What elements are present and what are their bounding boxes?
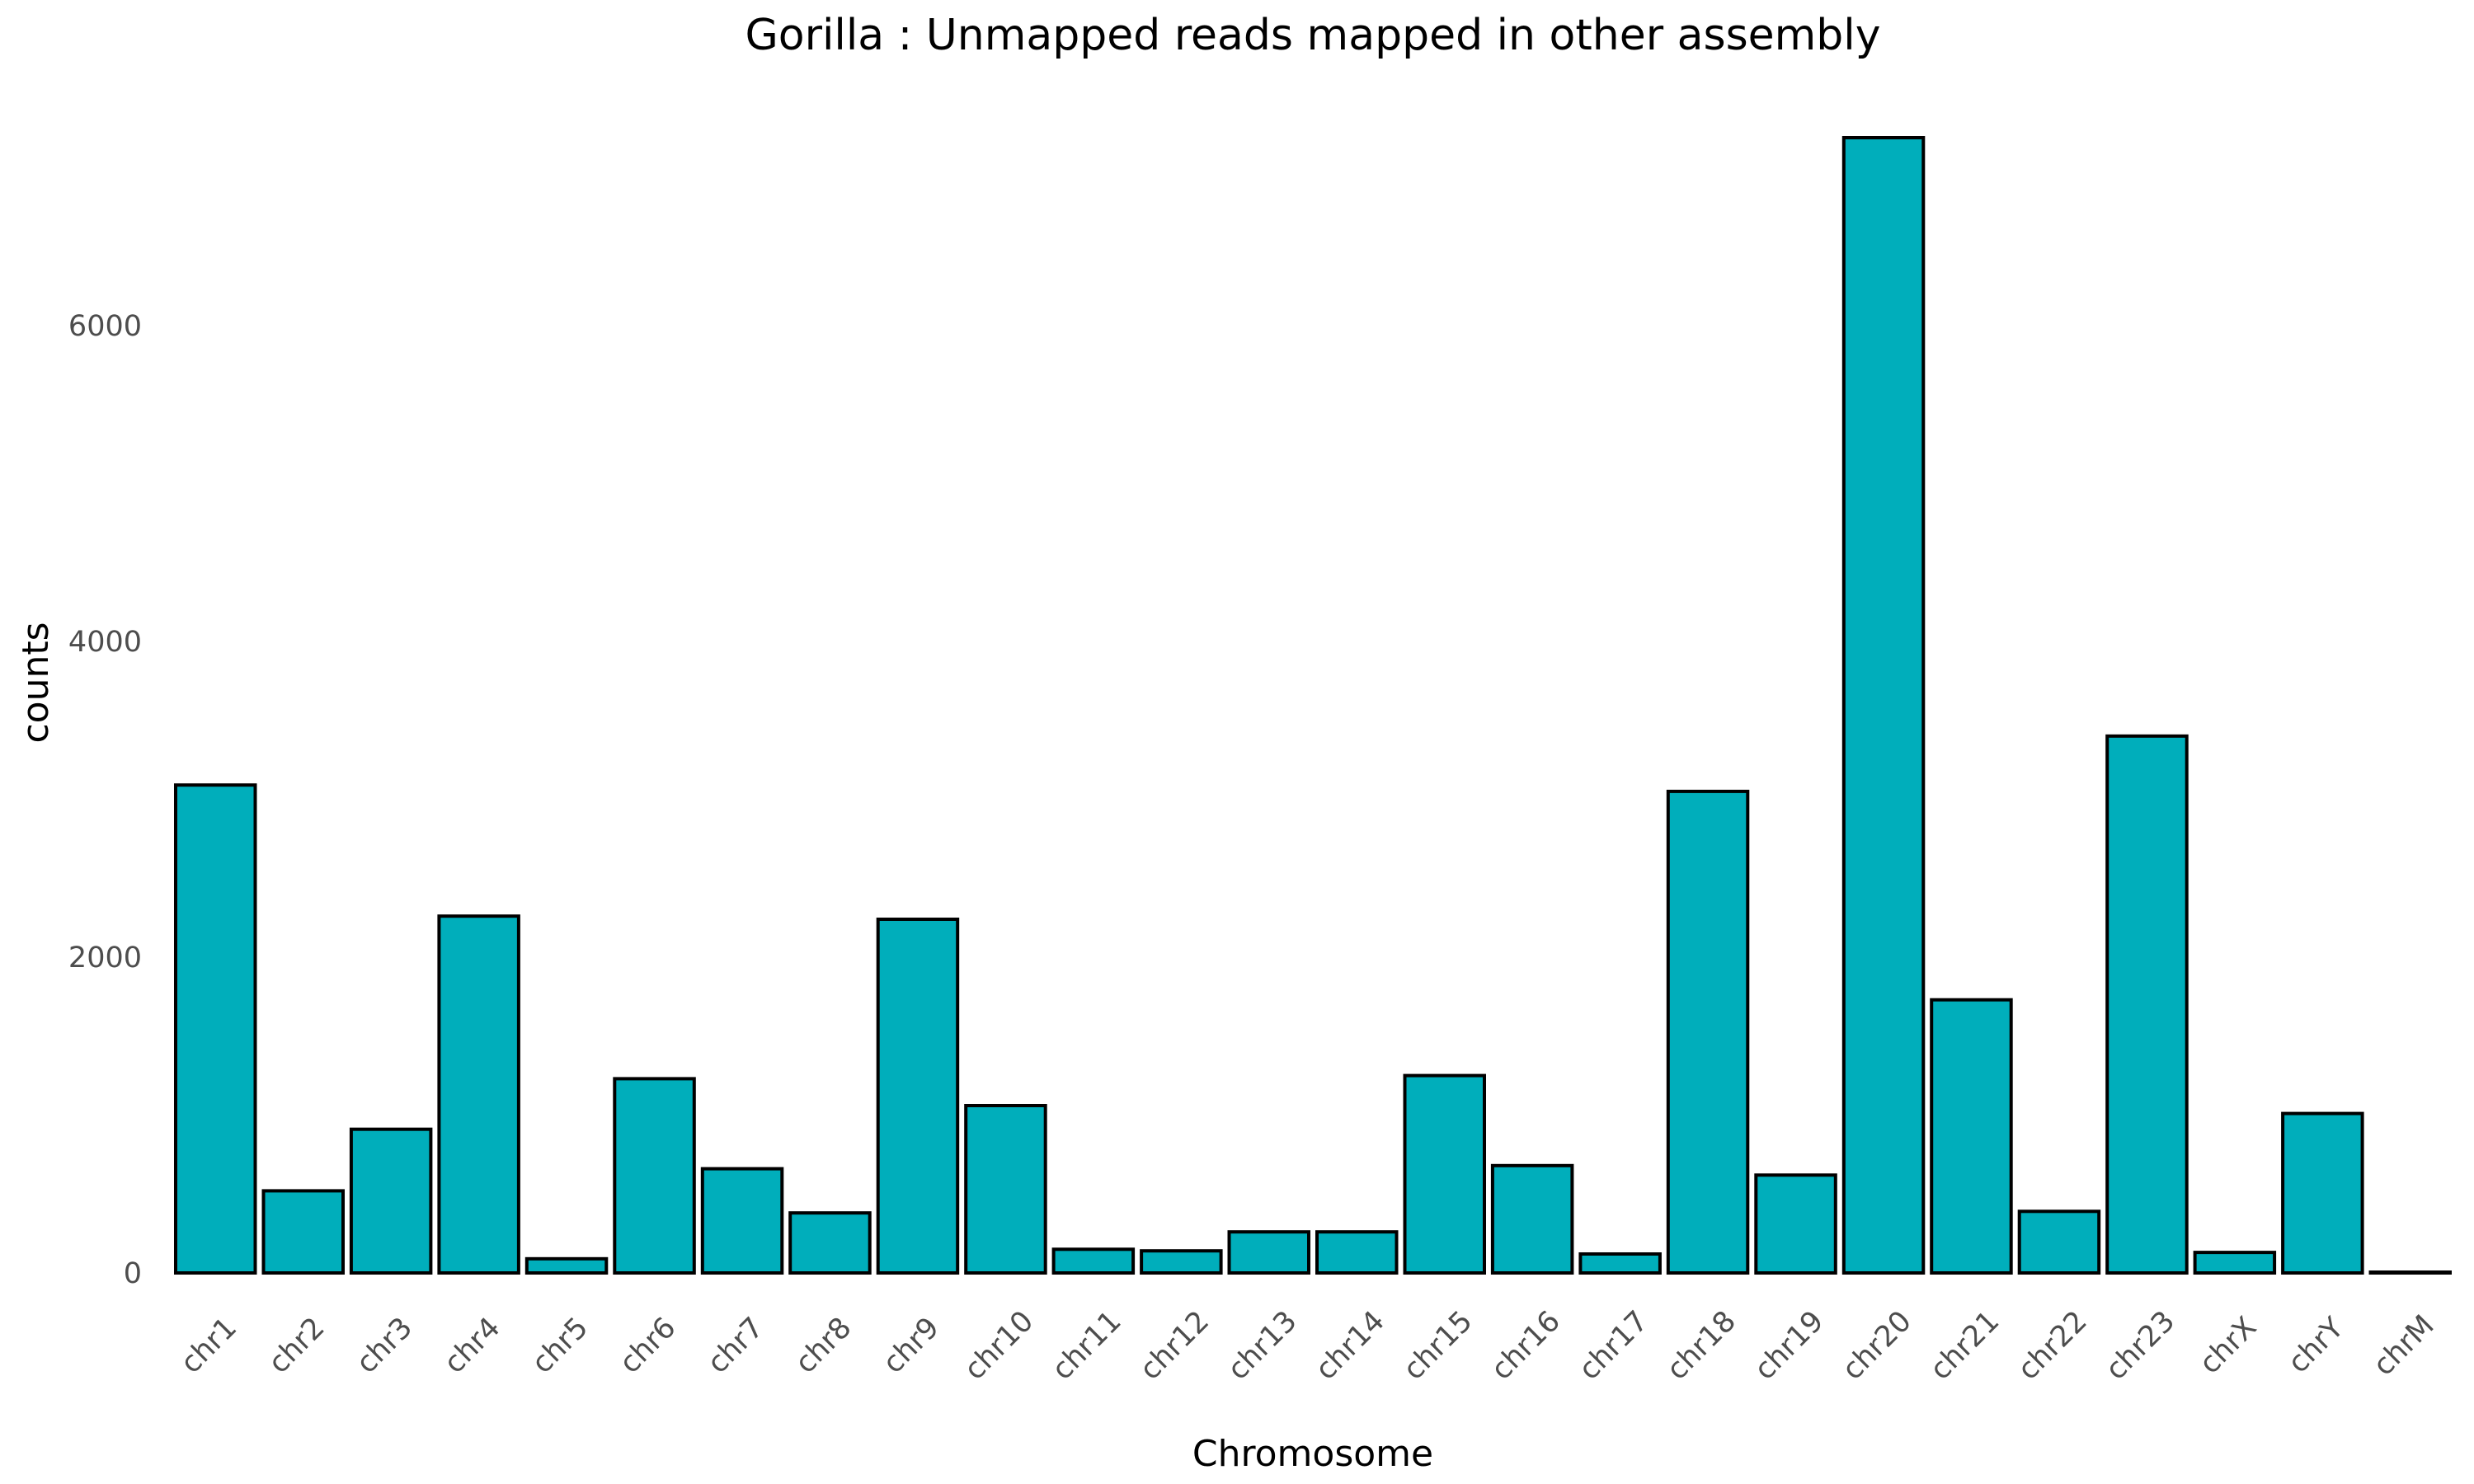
bar-chr7 xyxy=(700,1167,784,1275)
x-tick-label-chr22: chr22 xyxy=(2011,1305,2093,1387)
y-axis-label: counts xyxy=(15,622,57,743)
chart-title: Gorilla : Unmapped reads mapped in other… xyxy=(745,11,1880,60)
bar-chr12 xyxy=(1140,1249,1223,1275)
x-tick-label-chrX: chrX xyxy=(2194,1311,2264,1381)
y-tick-label-0: 0 xyxy=(124,1257,142,1290)
bar-chr1 xyxy=(174,783,257,1275)
bar-chr10 xyxy=(964,1104,1047,1275)
bar-chr2 xyxy=(261,1189,345,1275)
bar-chr4 xyxy=(437,914,520,1275)
bar-chr5 xyxy=(524,1256,609,1275)
bar-chrY xyxy=(2281,1111,2364,1275)
x-tick-label-chr9: chr9 xyxy=(877,1311,946,1380)
y-tick-label-2000: 2000 xyxy=(68,942,142,974)
bar-chr14 xyxy=(1315,1230,1399,1275)
bar-chrX xyxy=(2193,1251,2277,1275)
x-tick-label-chr14: chr14 xyxy=(1310,1305,1391,1387)
x-tick-label-chr16: chr16 xyxy=(1485,1305,1567,1387)
x-tick-label-chr21: chr21 xyxy=(1924,1305,2006,1387)
y-tick-label-4000: 4000 xyxy=(68,626,142,659)
x-tick-label-chrY: chrY xyxy=(2282,1311,2350,1379)
x-axis-ticks: chr1 chr2 chr3 chr4 chr5 chr6 chr7 chr8 chr9 chr1… xyxy=(175,1305,2441,1387)
bar-chr3 xyxy=(349,1127,433,1275)
x-tick-label-chr6: chr6 xyxy=(614,1311,683,1380)
x-tick-label-chr20: chr20 xyxy=(1837,1305,1918,1387)
y-tick-label-6000: 6000 xyxy=(68,310,142,343)
bar-chr19 xyxy=(1754,1173,1837,1275)
x-tick-label-chr15: chr15 xyxy=(1397,1305,1479,1387)
x-tick-label-chr19: chr19 xyxy=(1748,1305,1830,1387)
x-tick-label-chr2: chr2 xyxy=(262,1311,332,1380)
bars-group xyxy=(174,136,2452,1275)
x-tick-label-chr4: chr4 xyxy=(438,1311,507,1380)
bar-chr23 xyxy=(2105,734,2189,1275)
x-tick-label-chr23: chr23 xyxy=(2100,1305,2181,1387)
bar-chr21 xyxy=(1930,998,2013,1275)
x-tick-label-chr10: chr10 xyxy=(958,1305,1040,1387)
bar-chr11 xyxy=(1051,1247,1136,1275)
bar-chr13 xyxy=(1227,1230,1310,1275)
x-tick-label-chr8: chr8 xyxy=(789,1311,858,1380)
bar-chr6 xyxy=(613,1077,696,1275)
y-axis-ticks: 0 2000 4000 6000 xyxy=(68,310,142,1290)
x-tick-label-chr3: chr3 xyxy=(350,1311,420,1380)
bar-chr8 xyxy=(788,1211,872,1275)
bar-chrM xyxy=(2368,1270,2452,1275)
x-tick-label-chr1: chr1 xyxy=(175,1311,244,1380)
x-axis-label: Chromosome xyxy=(1192,1433,1433,1475)
bar-chr15 xyxy=(1403,1073,1486,1275)
x-tick-label-chr7: chr7 xyxy=(701,1311,770,1380)
x-tick-label-chrM: chrM xyxy=(2367,1309,2440,1383)
x-tick-label-chr11: chr11 xyxy=(1046,1305,1127,1387)
bar-chr20 xyxy=(1841,136,1926,1275)
bar-chr22 xyxy=(2017,1209,2101,1275)
x-tick-label-chr18: chr18 xyxy=(1661,1305,1743,1387)
bar-chr17 xyxy=(1578,1252,1662,1275)
x-tick-label-chr13: chr13 xyxy=(1221,1305,1303,1387)
x-tick-label-chr17: chr17 xyxy=(1573,1305,1654,1387)
bar-chr9 xyxy=(876,918,960,1275)
x-tick-label-chr5: chr5 xyxy=(526,1311,595,1380)
bar-chr16 xyxy=(1490,1163,1574,1275)
x-tick-label-chr12: chr12 xyxy=(1134,1305,1216,1387)
bar-chr18 xyxy=(1666,789,1750,1275)
